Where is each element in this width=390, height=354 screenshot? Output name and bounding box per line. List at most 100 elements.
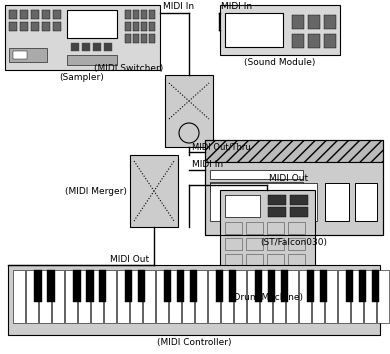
Bar [99, 270, 106, 302]
Bar [141, 10, 147, 19]
Bar [117, 270, 129, 323]
Bar [229, 270, 236, 302]
Bar [285, 270, 298, 323]
Text: (ST/Falcon030): (ST/Falcon030) [261, 238, 328, 247]
Bar [42, 10, 50, 19]
Bar [52, 270, 64, 323]
Bar [67, 10, 117, 38]
Bar [325, 183, 349, 221]
Bar [73, 270, 80, 302]
Bar [164, 270, 172, 302]
Bar [324, 34, 336, 48]
Text: (MIDI Merger): (MIDI Merger) [65, 187, 127, 195]
Text: MIDI Out: MIDI Out [269, 174, 308, 183]
Bar [125, 270, 133, 302]
Bar [138, 270, 145, 302]
Bar [190, 270, 197, 302]
Bar [39, 270, 51, 323]
Bar [71, 43, 79, 51]
Bar [338, 270, 349, 323]
Bar [9, 48, 47, 62]
Bar [307, 270, 314, 302]
Bar [267, 222, 284, 234]
Bar [246, 254, 263, 266]
Bar [143, 270, 155, 323]
Bar [324, 270, 337, 323]
Bar [133, 34, 139, 43]
Bar [86, 270, 94, 302]
Bar [104, 270, 116, 323]
Bar [67, 55, 117, 65]
Bar [82, 43, 90, 51]
Bar [20, 10, 28, 19]
Bar [225, 195, 260, 217]
Bar [281, 270, 288, 302]
Bar [125, 22, 131, 31]
Bar [247, 270, 259, 323]
Bar [91, 270, 103, 323]
Bar [308, 15, 320, 29]
Bar [93, 43, 101, 51]
Bar [104, 43, 112, 51]
Bar [165, 75, 213, 147]
Bar [290, 195, 308, 205]
Bar [133, 22, 139, 31]
Bar [9, 22, 17, 31]
Text: MIDI In: MIDI In [221, 2, 252, 11]
Bar [210, 183, 317, 221]
Bar [141, 22, 147, 31]
Bar [267, 238, 284, 250]
Bar [177, 270, 184, 302]
Bar [78, 270, 90, 323]
Bar [8, 265, 380, 335]
Bar [205, 162, 383, 235]
Bar [220, 5, 340, 55]
Text: MIDI In: MIDI In [192, 160, 223, 169]
Bar [234, 270, 246, 323]
Bar [288, 270, 305, 282]
Bar [182, 270, 194, 323]
Bar [9, 10, 17, 19]
Bar [376, 270, 388, 323]
Bar [205, 140, 383, 235]
Bar [267, 270, 284, 282]
Bar [221, 270, 233, 323]
Bar [260, 270, 272, 323]
Bar [288, 238, 305, 250]
Bar [246, 270, 263, 282]
Bar [220, 190, 315, 290]
Bar [5, 5, 160, 70]
Bar [308, 34, 320, 48]
Bar [225, 284, 237, 287]
Text: (MIDI Switcher): (MIDI Switcher) [94, 64, 163, 73]
Bar [125, 34, 131, 43]
Bar [141, 34, 147, 43]
Text: MIDI In: MIDI In [163, 2, 194, 11]
Bar [355, 183, 377, 221]
Bar [290, 207, 308, 217]
Bar [372, 270, 379, 302]
Text: (Sampler): (Sampler) [60, 73, 105, 82]
Bar [268, 195, 286, 205]
Bar [255, 270, 262, 302]
Bar [324, 15, 336, 29]
Bar [359, 270, 366, 302]
Bar [320, 270, 327, 302]
Text: (Drum Machine): (Drum Machine) [230, 293, 303, 302]
Bar [225, 13, 283, 47]
Bar [53, 10, 61, 19]
Bar [47, 270, 55, 302]
Bar [268, 270, 275, 302]
Bar [210, 170, 303, 179]
Bar [195, 270, 207, 323]
Bar [53, 22, 61, 31]
Bar [130, 270, 142, 323]
Bar [288, 222, 305, 234]
Bar [292, 34, 304, 48]
Bar [125, 10, 131, 19]
Bar [225, 238, 242, 250]
Bar [169, 270, 181, 323]
Bar [288, 254, 305, 266]
Bar [312, 270, 324, 323]
Bar [130, 155, 178, 227]
